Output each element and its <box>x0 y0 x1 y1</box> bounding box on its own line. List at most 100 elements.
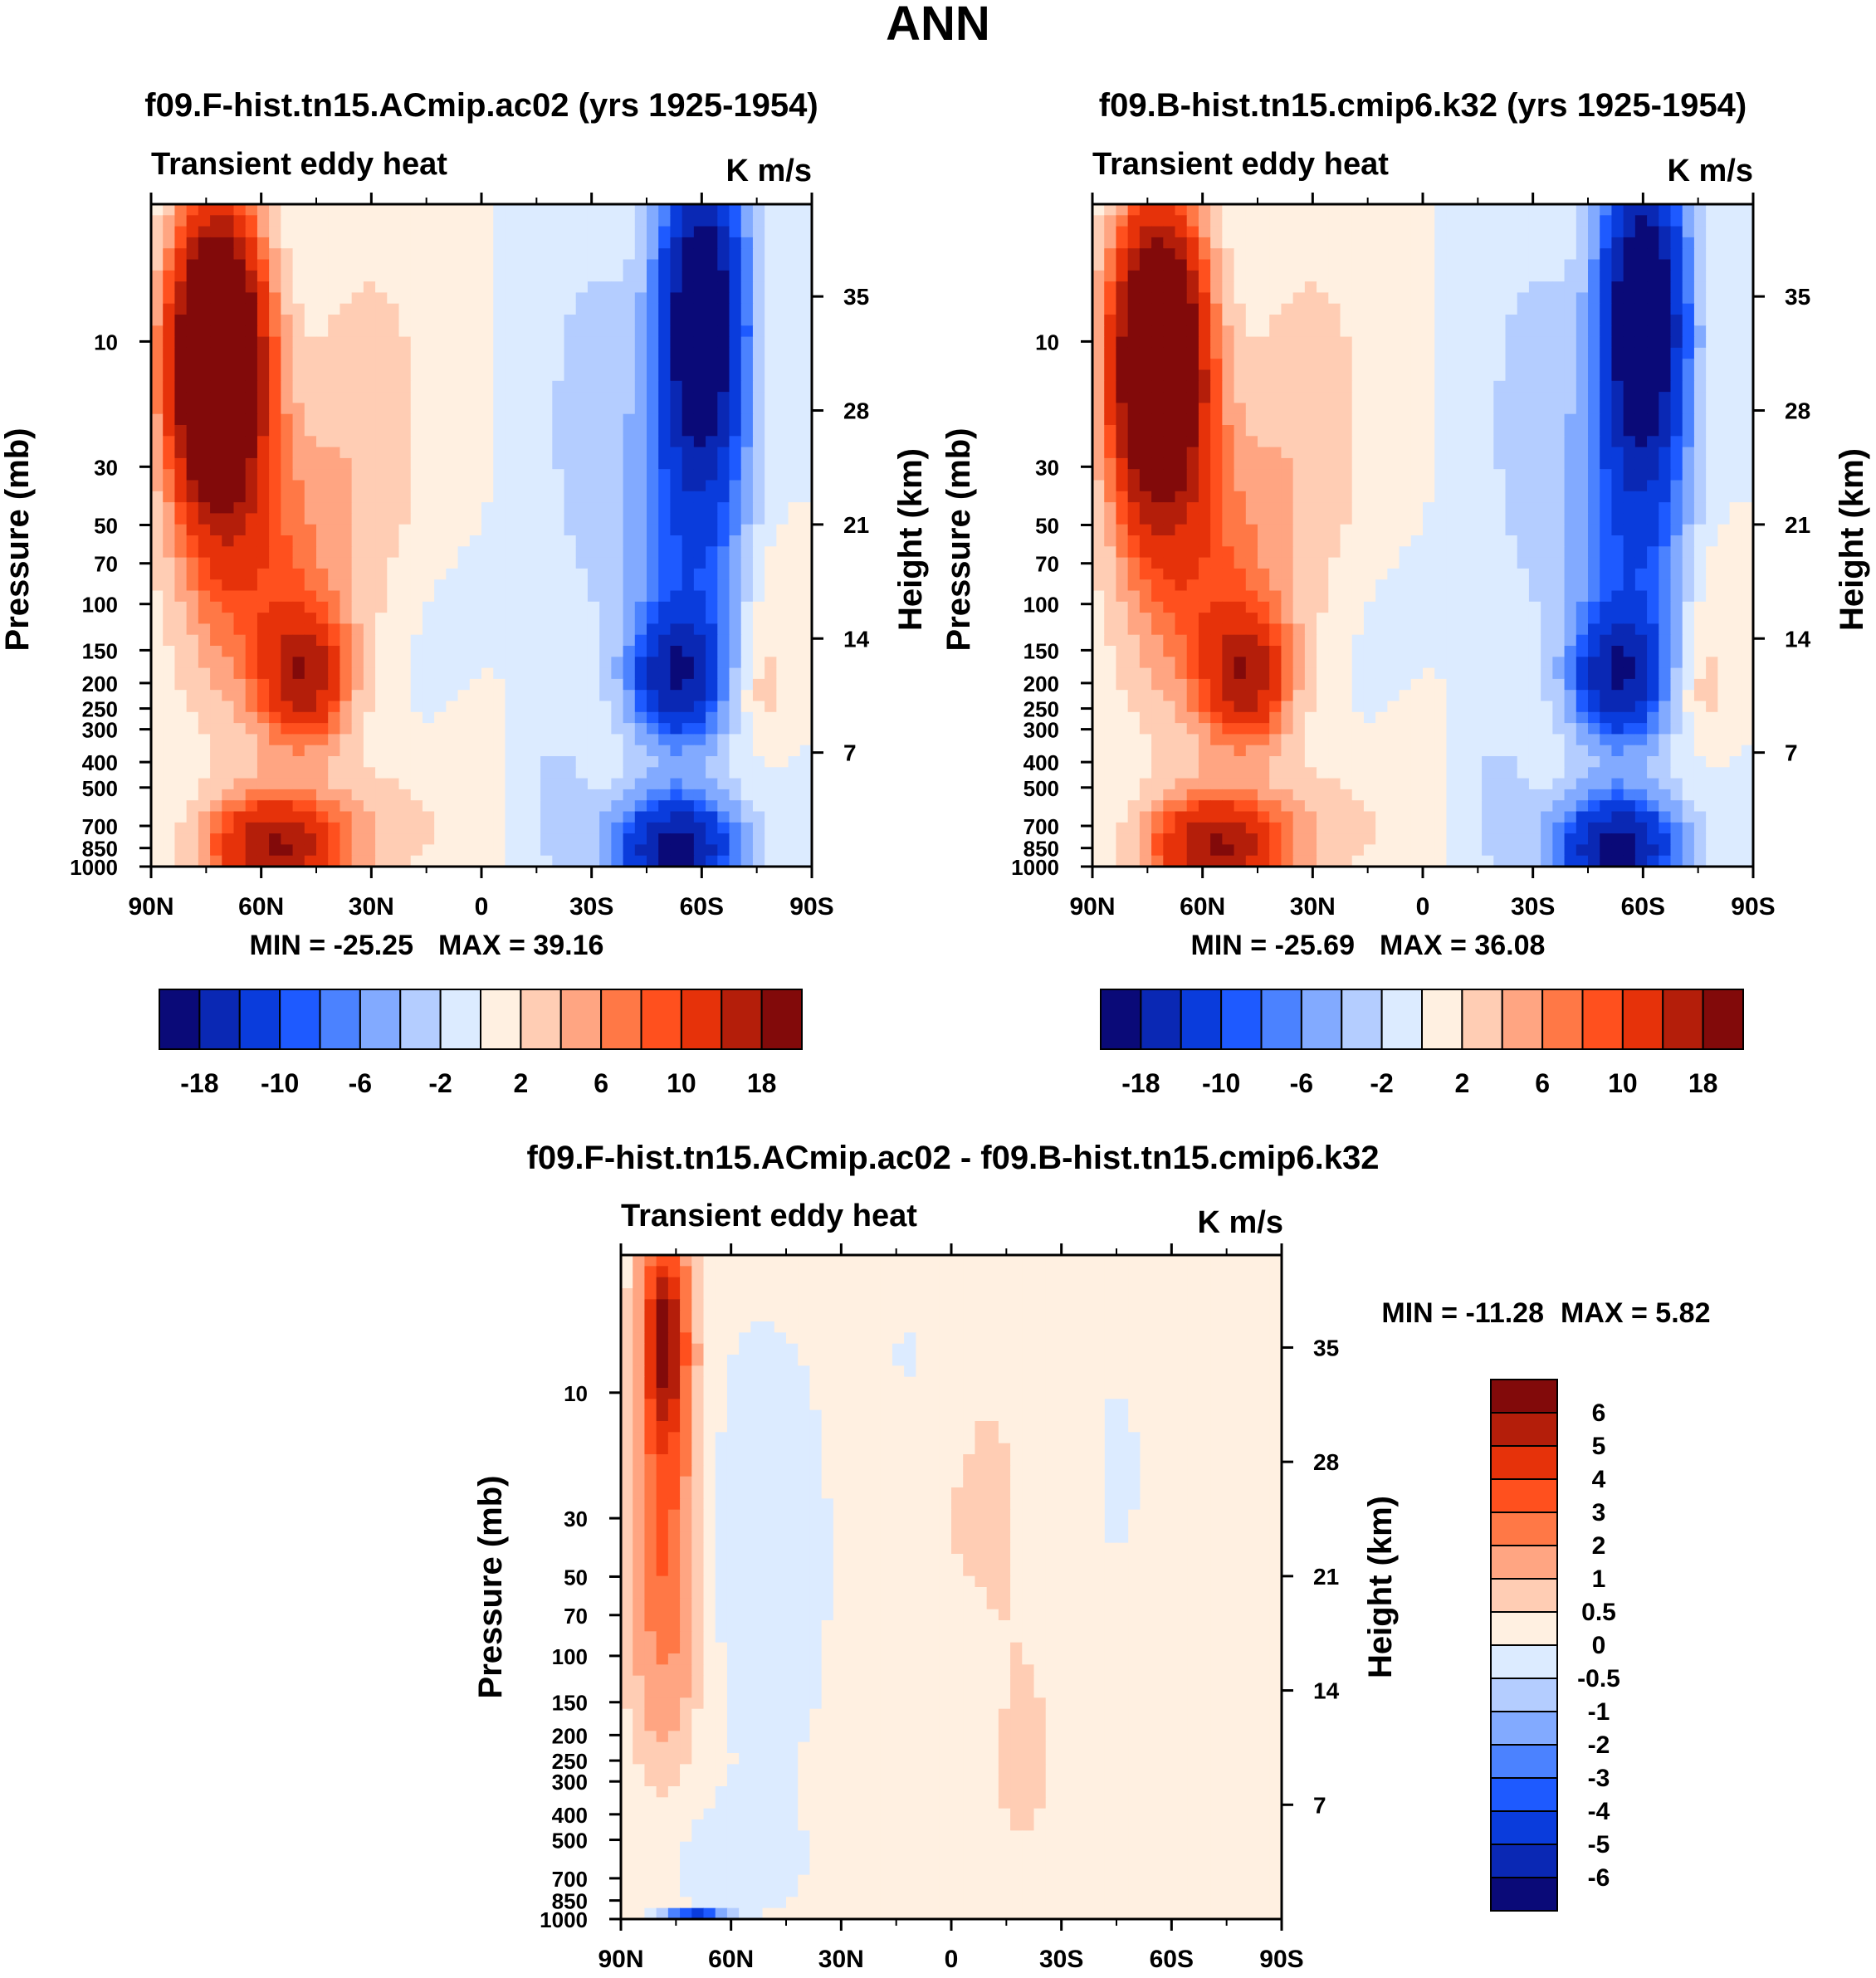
field-cell <box>505 590 518 603</box>
field-cell <box>481 270 494 282</box>
field-cell <box>776 723 789 735</box>
field-cell <box>316 281 329 293</box>
field-cell <box>799 690 813 702</box>
field-cell <box>623 601 636 613</box>
field-cell <box>363 403 376 415</box>
field-cell <box>740 413 754 426</box>
field-cell <box>540 800 553 813</box>
field-cell <box>1351 204 1365 216</box>
field-cell <box>740 646 754 657</box>
field-cell <box>765 215 777 227</box>
field-cell <box>647 778 659 790</box>
field-cell <box>599 447 612 459</box>
field-cell <box>281 359 294 371</box>
field-cell <box>1163 392 1176 403</box>
field-cell <box>269 457 281 470</box>
field-cell <box>575 535 589 547</box>
field-cell <box>186 502 199 514</box>
field-cell <box>210 711 222 724</box>
field-cell <box>693 359 706 371</box>
field-cell <box>375 248 388 261</box>
field-cell <box>788 734 801 746</box>
field-cell <box>493 568 506 580</box>
field-cell <box>516 601 530 613</box>
field-cell <box>256 347 270 359</box>
field-cell <box>351 579 364 592</box>
field-cell <box>1517 226 1530 238</box>
field-cell <box>1328 457 1341 470</box>
field-cell <box>1706 292 1718 305</box>
field-cell <box>1482 447 1494 459</box>
field-cell <box>493 789 506 801</box>
field-cell <box>1375 270 1388 282</box>
field-cell <box>611 436 624 448</box>
field-cell <box>163 347 176 359</box>
field-cell <box>611 513 624 525</box>
field-cell <box>1576 215 1589 227</box>
field-cell <box>493 380 506 393</box>
field-cell <box>623 347 636 359</box>
field-cell <box>292 844 305 857</box>
field-cell <box>481 513 494 525</box>
field-cell <box>1647 491 1659 503</box>
field-cell <box>1222 392 1235 403</box>
field-cell <box>174 292 188 305</box>
field-cell <box>1269 270 1282 282</box>
field-cell <box>375 457 388 470</box>
field-cell <box>634 601 647 613</box>
field-cell <box>422 855 435 867</box>
field-cell <box>717 844 730 857</box>
field-cell <box>457 425 471 437</box>
field-cell <box>1446 325 1459 338</box>
field-cell <box>375 204 388 216</box>
field-cell <box>292 237 305 249</box>
field-cell <box>328 347 341 359</box>
field-cell <box>469 303 482 315</box>
field-cell <box>706 403 718 415</box>
field-cell <box>422 447 435 459</box>
field-cell <box>1328 226 1341 238</box>
field-cell <box>269 513 281 525</box>
field-cell <box>647 325 659 338</box>
field-cell <box>245 215 258 227</box>
field-cell <box>1375 469 1388 481</box>
field-cell <box>1670 270 1683 282</box>
field-cell <box>222 701 235 713</box>
field-cell <box>269 811 281 823</box>
field-cell <box>765 380 777 393</box>
field-cell <box>446 524 459 536</box>
field-cell <box>481 524 494 536</box>
field-cell <box>269 723 281 735</box>
field-cell <box>151 646 164 657</box>
field-cell <box>1198 491 1211 503</box>
field-cell <box>292 259 305 271</box>
field-cell <box>304 303 317 315</box>
field-cell <box>481 778 494 790</box>
field-cell <box>1104 325 1117 338</box>
field-cell <box>1517 270 1530 282</box>
field-cell <box>174 734 188 746</box>
field-cell <box>575 756 589 768</box>
field-cell <box>788 303 801 315</box>
field-cell <box>682 701 695 713</box>
field-cell <box>634 524 647 536</box>
field-cell <box>1245 303 1258 315</box>
field-cell <box>375 447 388 459</box>
field-cell <box>316 259 329 271</box>
field-cell <box>706 237 718 249</box>
field-cell <box>1517 359 1530 371</box>
field-cell <box>256 734 270 746</box>
field-cell <box>693 767 706 779</box>
y-tick-label: 30 <box>94 455 118 480</box>
field-cell <box>363 447 376 459</box>
field-cell <box>1446 347 1459 359</box>
field-cell <box>256 646 270 657</box>
field-cell <box>340 590 353 603</box>
field-cell <box>304 811 317 823</box>
field-cell <box>706 281 718 293</box>
field-cell <box>375 789 388 801</box>
field-cell <box>623 392 636 403</box>
field-cell <box>398 623 412 636</box>
field-cell <box>1446 392 1459 403</box>
field-cell <box>387 601 400 613</box>
